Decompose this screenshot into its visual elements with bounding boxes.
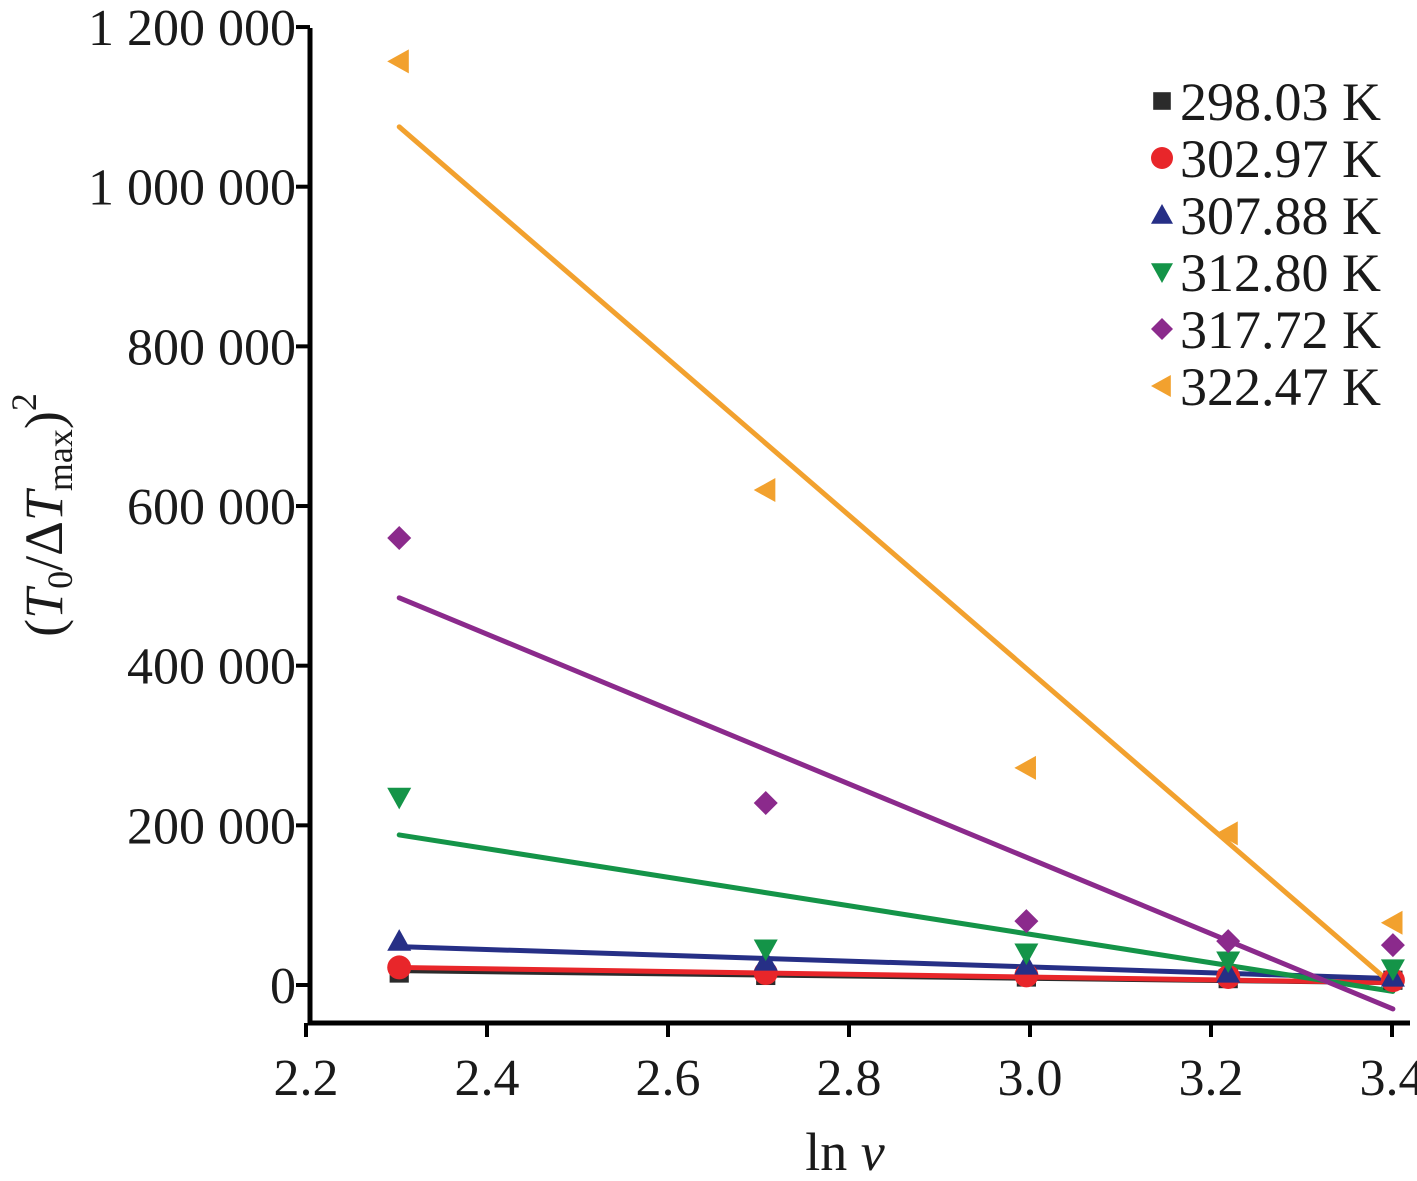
y-tick-label: 400 000 [127, 639, 296, 696]
legend-label: 322.47 K [1180, 357, 1381, 417]
legend-marker [1151, 147, 1173, 169]
x-tick-label: 2.4 [455, 1050, 520, 1107]
data-point [1216, 929, 1241, 954]
x-tick-label: 3.0 [998, 1050, 1063, 1107]
legend-marker [1151, 318, 1173, 340]
legend-label: 302.97 K [1180, 129, 1381, 189]
legend-label: 312.80 K [1180, 243, 1381, 303]
y-tick-label: 0 [270, 958, 296, 1015]
data-point [387, 955, 412, 980]
y-tick-label: 1 000 000 [88, 160, 296, 217]
y-tick-label: 1 200 000 [88, 0, 296, 57]
legend-marker [1153, 92, 1171, 110]
x-axis-title-main: ln [805, 1122, 861, 1181]
y-axis-title: (T0/ΔTmax)2 [4, 393, 80, 637]
x-axis-title: ln v [805, 1122, 885, 1181]
fit-line [396, 124, 1396, 988]
data-point [387, 787, 412, 810]
data-point [1014, 755, 1036, 780]
y-axis-title-close: ) [14, 411, 74, 429]
legend-label: 317.72 K [1180, 300, 1381, 360]
x-tick-label: 3.4 [1360, 1050, 1417, 1107]
data-point [387, 49, 409, 74]
data-point [387, 525, 412, 550]
legend-label: 307.88 K [1180, 186, 1381, 246]
data-point [1380, 933, 1405, 958]
data-point [387, 929, 412, 951]
y-tick-label: 600 000 [127, 479, 296, 536]
fit-line [396, 595, 1396, 1012]
data-point [1014, 943, 1039, 966]
data-point [753, 790, 778, 815]
x-tick-label: 2.2 [274, 1050, 339, 1107]
data-point [1014, 909, 1039, 934]
x-tick-label: 3.2 [1179, 1050, 1244, 1107]
legend-label: 298.03 K [1180, 72, 1381, 132]
y-axis-title-slash: / [14, 556, 74, 571]
x-axis-title-var: v [861, 1122, 885, 1181]
data-point [1216, 821, 1238, 846]
axes [307, 28, 1410, 1026]
x-tick-label: 2.6 [636, 1050, 701, 1107]
data-point [1380, 910, 1403, 935]
data-point [1216, 951, 1241, 974]
y-axis-title-t: T [14, 585, 74, 619]
y-axis-title-open: ( [14, 619, 74, 637]
y-tick-label: 800 000 [127, 319, 296, 376]
ticks: 2.2 2.4 2.6 2.8 3.0 3.2 3.4 0 200 000 400 000 600 … [88, 0, 1417, 1107]
x-tick-label: 2.8 [817, 1050, 882, 1107]
y-axis-title-sup: 2 [4, 393, 44, 411]
y-axis-title-sub0: 0 [40, 571, 80, 589]
legend-marker [1151, 263, 1173, 283]
data-point [1380, 959, 1405, 982]
y-tick-label: 200 000 [127, 798, 296, 855]
data-point [753, 478, 776, 503]
data-point [753, 939, 778, 962]
y-axis-title-submax: max [40, 429, 80, 491]
legend-marker [1151, 204, 1173, 224]
y-axis-title-t2: T [14, 487, 74, 521]
legend-marker [1151, 375, 1171, 397]
y-axis-title-delta: Δ [14, 521, 74, 556]
data-points [387, 49, 1405, 993]
